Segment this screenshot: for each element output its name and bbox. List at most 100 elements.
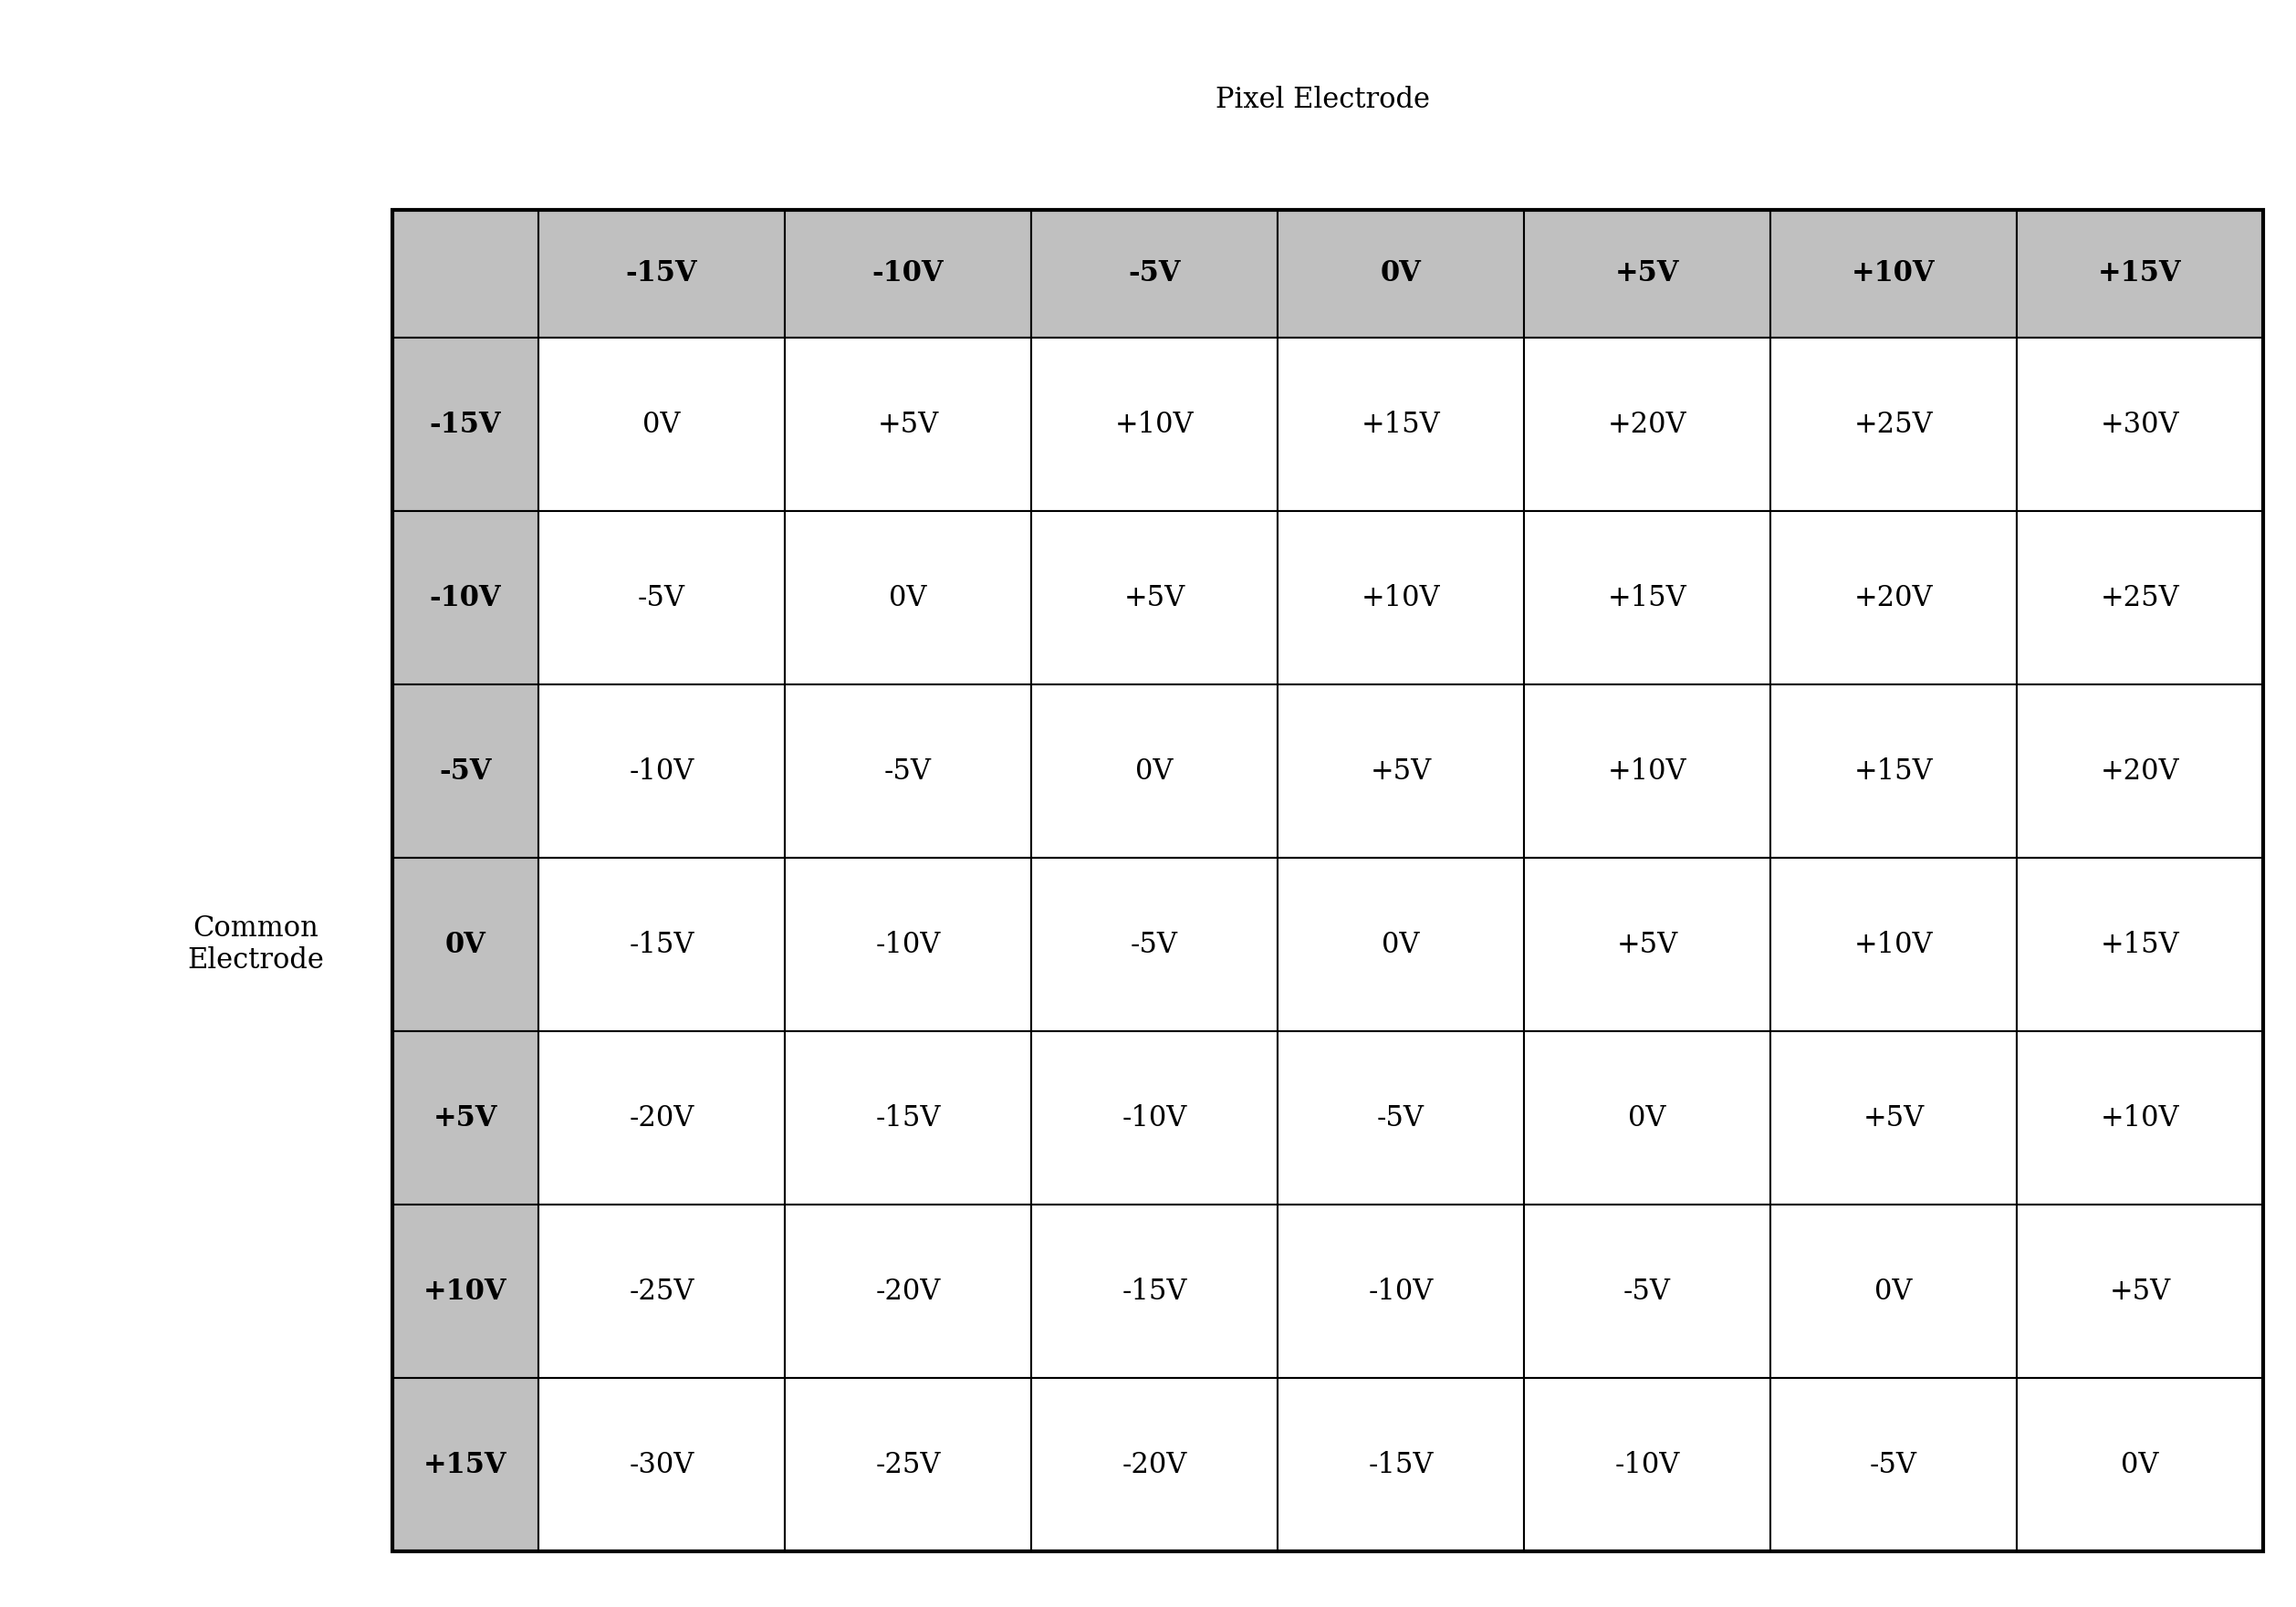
Bar xyxy=(1525,1032,1770,1205)
Bar xyxy=(1031,685,1277,858)
Text: +5V: +5V xyxy=(877,410,939,439)
Bar xyxy=(785,1032,1031,1205)
Text: -5V: -5V xyxy=(1130,930,1178,959)
Bar xyxy=(2016,1205,2264,1377)
Text: 0V: 0V xyxy=(2122,1451,2158,1478)
Text: +15V: +15V xyxy=(1853,757,1933,786)
Bar xyxy=(393,211,2264,1551)
Bar xyxy=(785,858,1031,1032)
Text: -10V: -10V xyxy=(429,583,501,612)
Bar xyxy=(537,858,785,1032)
Bar xyxy=(785,337,1031,511)
Bar xyxy=(1031,211,1277,337)
Text: -5V: -5V xyxy=(884,757,932,786)
Text: +5V: +5V xyxy=(2110,1278,2170,1305)
Bar xyxy=(785,1377,1031,1551)
Bar xyxy=(393,511,537,685)
Bar xyxy=(1525,511,1770,685)
Text: -25V: -25V xyxy=(629,1278,693,1305)
Text: +5V: +5V xyxy=(1862,1104,1924,1131)
Text: -20V: -20V xyxy=(875,1278,941,1305)
Bar xyxy=(785,685,1031,858)
Bar xyxy=(1525,858,1770,1032)
Bar xyxy=(2016,685,2264,858)
Bar xyxy=(393,858,537,1032)
Bar xyxy=(1277,211,1525,337)
Bar xyxy=(1770,858,2016,1032)
Bar xyxy=(1770,1205,2016,1377)
Text: 0V: 0V xyxy=(1628,1104,1667,1131)
Bar xyxy=(1031,1032,1277,1205)
Text: -15V: -15V xyxy=(629,930,693,959)
Text: Pixel Electrode: Pixel Electrode xyxy=(1217,87,1430,114)
Bar xyxy=(1525,211,1770,337)
Text: +15V: +15V xyxy=(422,1451,507,1478)
Bar xyxy=(393,685,537,858)
Bar xyxy=(393,1032,537,1205)
Text: -25V: -25V xyxy=(875,1451,941,1478)
Text: 0V: 0V xyxy=(643,410,680,439)
Bar xyxy=(785,511,1031,685)
Bar xyxy=(1031,1205,1277,1377)
Text: 0V: 0V xyxy=(1382,930,1419,959)
Bar xyxy=(2016,211,2264,337)
Bar xyxy=(1770,1032,2016,1205)
Bar xyxy=(1277,1377,1525,1551)
Text: -15V: -15V xyxy=(627,260,698,288)
Text: Common
Electrode: Common Electrode xyxy=(188,914,324,975)
Bar xyxy=(1525,1205,1770,1377)
Bar xyxy=(1770,1377,2016,1551)
Text: +5V: +5V xyxy=(1614,260,1678,288)
Text: -5V: -5V xyxy=(1623,1278,1671,1305)
Text: -5V: -5V xyxy=(638,583,684,612)
Text: -5V: -5V xyxy=(1127,260,1180,288)
Bar xyxy=(2016,858,2264,1032)
Bar xyxy=(393,1377,537,1551)
Text: +30V: +30V xyxy=(2101,410,2179,439)
Text: +15V: +15V xyxy=(1362,410,1440,439)
Text: +10V: +10V xyxy=(1362,583,1440,612)
Bar xyxy=(2016,511,2264,685)
Bar xyxy=(537,511,785,685)
Text: -5V: -5V xyxy=(1869,1451,1917,1478)
Text: +20V: +20V xyxy=(1855,583,1933,612)
Text: +20V: +20V xyxy=(2101,757,2179,786)
Text: +5V: +5V xyxy=(1123,583,1185,612)
Text: +15V: +15V xyxy=(2101,930,2179,959)
Text: -15V: -15V xyxy=(1368,1451,1433,1478)
Text: -15V: -15V xyxy=(1123,1278,1187,1305)
Bar xyxy=(1525,685,1770,858)
Text: -20V: -20V xyxy=(629,1104,693,1131)
Text: +10V: +10V xyxy=(2101,1104,2179,1131)
Bar xyxy=(1770,211,2016,337)
Text: -20V: -20V xyxy=(1123,1451,1187,1478)
Text: +5V: +5V xyxy=(1616,930,1678,959)
Text: +10V: +10V xyxy=(1607,757,1688,786)
Bar xyxy=(1277,1032,1525,1205)
Text: +5V: +5V xyxy=(1371,757,1430,786)
Text: +15V: +15V xyxy=(2099,260,2181,288)
Text: +10V: +10V xyxy=(1853,260,1936,288)
Text: +20V: +20V xyxy=(1607,410,1688,439)
Bar xyxy=(785,1205,1031,1377)
Text: +10V: +10V xyxy=(422,1278,507,1305)
Bar xyxy=(1770,685,2016,858)
Bar xyxy=(1770,337,2016,511)
Bar xyxy=(1770,511,2016,685)
Bar xyxy=(1277,511,1525,685)
Text: -15V: -15V xyxy=(875,1104,941,1131)
Text: +10V: +10V xyxy=(1116,410,1194,439)
Bar xyxy=(393,337,537,511)
Bar xyxy=(537,211,785,337)
Bar xyxy=(1525,1377,1770,1551)
Bar xyxy=(1277,685,1525,858)
Text: 0V: 0V xyxy=(889,583,928,612)
Text: -5V: -5V xyxy=(1378,1104,1424,1131)
Bar xyxy=(537,685,785,858)
Text: +5V: +5V xyxy=(434,1104,498,1131)
Text: -10V: -10V xyxy=(1614,1451,1681,1478)
Text: -10V: -10V xyxy=(629,757,693,786)
Bar xyxy=(1031,1377,1277,1551)
Bar xyxy=(393,1205,537,1377)
Text: -10V: -10V xyxy=(875,930,941,959)
